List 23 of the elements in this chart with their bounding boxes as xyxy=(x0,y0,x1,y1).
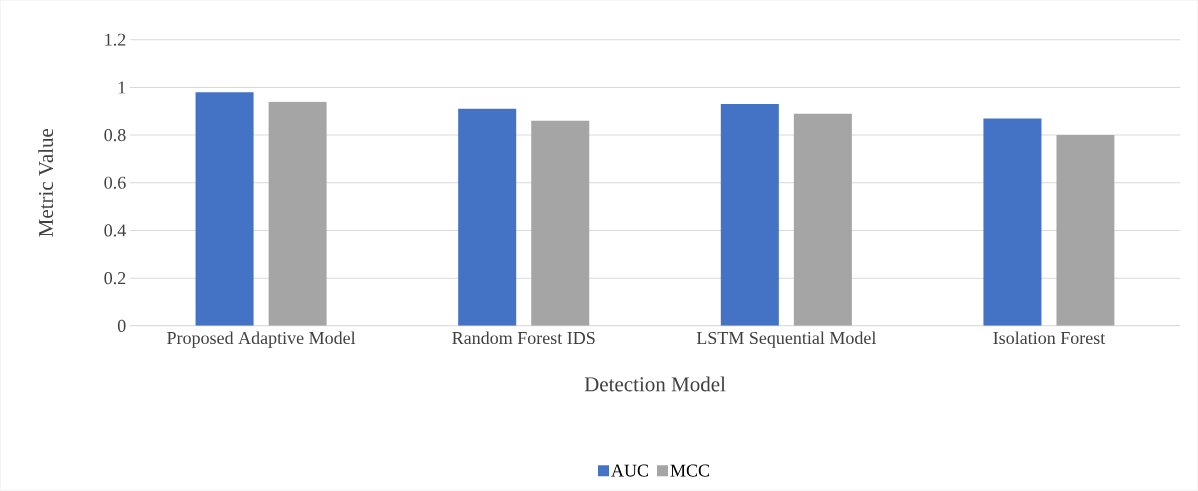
x-tick-label: LSTM Sequential Model xyxy=(696,331,877,348)
y-tick-label: 0.4 xyxy=(104,224,126,237)
legend-label: MCC xyxy=(670,464,710,477)
x-axis-title: Detection Model xyxy=(584,376,726,392)
x-tick-label: Random Forest IDS xyxy=(452,331,595,345)
y-axis-title: Metric Value xyxy=(38,129,54,237)
bar xyxy=(195,92,254,327)
y-tick-label: 0 xyxy=(117,319,126,333)
x-tick-label: Proposed Adaptive Model xyxy=(167,331,356,348)
bar xyxy=(720,104,779,327)
y-tick-label: 0.8 xyxy=(104,129,126,142)
bar xyxy=(983,118,1042,327)
y-tick-label: 1 xyxy=(118,81,126,94)
bar xyxy=(793,113,852,327)
bar xyxy=(531,120,590,327)
y-tick-label: 0.6 xyxy=(104,176,126,190)
bar xyxy=(268,101,327,327)
bar xyxy=(458,109,517,327)
legend-label: AUC xyxy=(611,464,649,477)
x-tick-label: Isolation Forest xyxy=(993,331,1106,345)
y-tick-label: 1.2 xyxy=(105,33,126,46)
bar xyxy=(1056,135,1115,327)
y-tick-label: 0.2 xyxy=(104,272,126,285)
